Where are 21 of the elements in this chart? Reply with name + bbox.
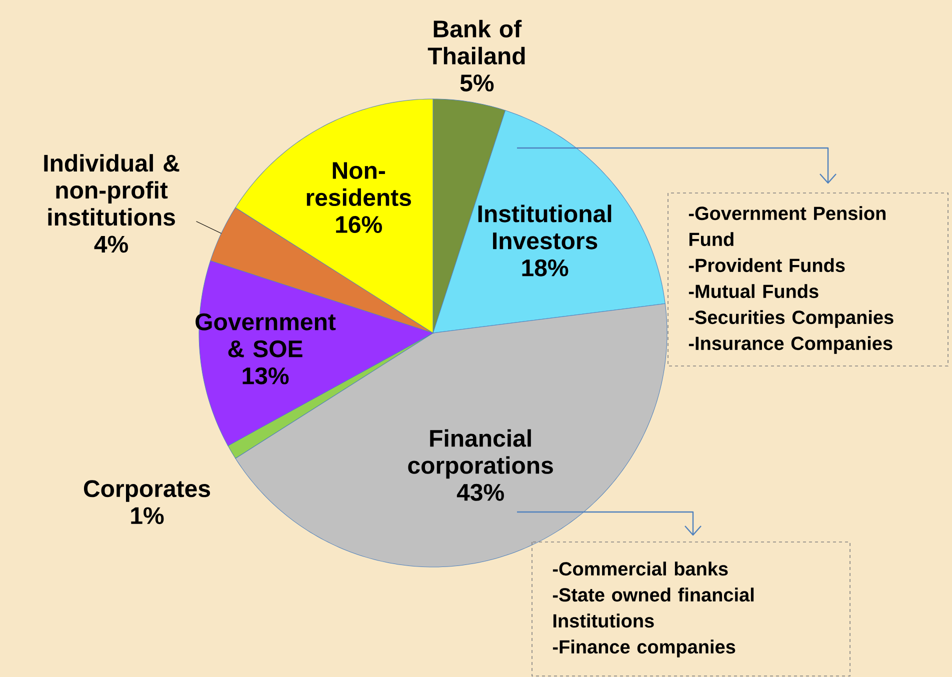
slice-label: Bank of Thailand xyxy=(428,20,525,64)
slice-label: Financial corporations xyxy=(408,429,553,479)
data-label: 18% xyxy=(522,259,568,276)
data-label: 16% xyxy=(336,216,382,234)
text: -Commercial banks xyxy=(552,562,728,576)
slice-label: Institutional Investors xyxy=(478,204,612,250)
text: -Finance companies xyxy=(552,640,736,658)
slice-label: Individual & non-profit institutions xyxy=(44,154,180,226)
data-label: 13% xyxy=(242,367,289,384)
slice-label: Non-residents xyxy=(306,162,411,206)
data-label: 5% xyxy=(460,74,494,92)
text: -Government Pension Fund xyxy=(688,206,886,246)
text: -Provident Funds xyxy=(688,258,845,272)
data-label: 4% xyxy=(94,236,128,253)
slice-label: Corporates xyxy=(84,480,210,502)
text: -Mutual Funds xyxy=(688,284,818,298)
data-label: 1% xyxy=(131,507,164,524)
text: -Insurance Companies xyxy=(688,336,892,354)
text: -State owned financial Institutions xyxy=(552,588,754,628)
text: -Securities Companies xyxy=(688,310,894,328)
data-label: 43% xyxy=(456,484,504,501)
